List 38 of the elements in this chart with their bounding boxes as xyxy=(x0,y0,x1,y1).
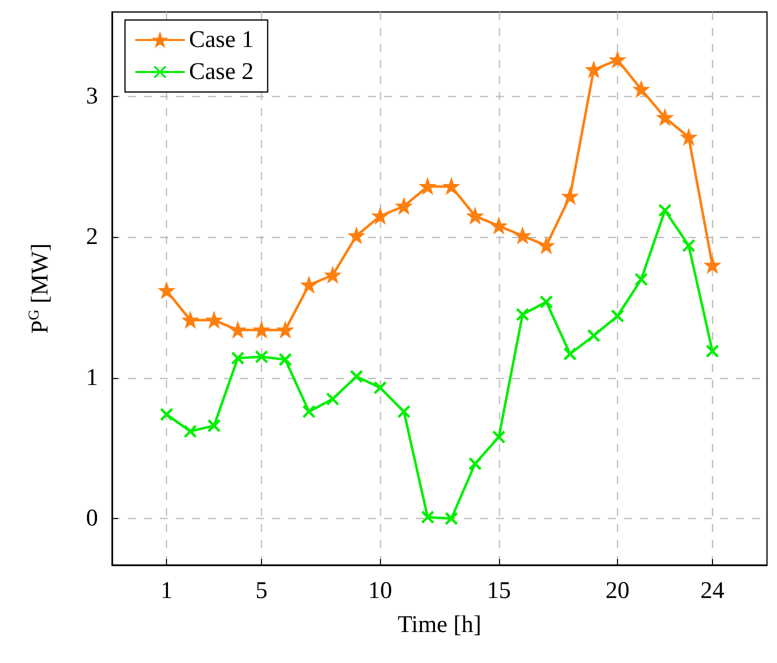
point xyxy=(350,370,364,384)
x-tick-label: 5 xyxy=(256,578,268,604)
y-tick-label: 3 xyxy=(86,83,98,110)
y-axis-title: PG [MW] xyxy=(26,243,54,334)
x-tick-label: 15 xyxy=(486,578,511,604)
point xyxy=(254,350,268,364)
x-tick-label: 10 xyxy=(368,578,392,604)
point xyxy=(468,456,482,470)
point xyxy=(706,344,720,358)
y-tick-label: 2 xyxy=(86,224,98,250)
y-tick-label: 1 xyxy=(86,364,98,391)
legend-label: Case 2 xyxy=(189,59,254,85)
point xyxy=(658,204,672,218)
x-tick-label: 24 xyxy=(700,578,724,604)
legend-label: Case 1 xyxy=(189,27,254,53)
x-tick-label: 1 xyxy=(160,578,173,604)
point xyxy=(397,404,411,418)
point xyxy=(207,418,221,432)
point xyxy=(184,424,198,438)
point xyxy=(326,392,340,406)
point xyxy=(610,309,624,323)
point xyxy=(563,347,577,361)
point xyxy=(420,510,434,524)
point xyxy=(373,380,387,394)
point xyxy=(516,308,530,322)
point xyxy=(160,408,174,422)
point xyxy=(231,351,245,365)
point xyxy=(278,352,292,366)
point xyxy=(492,430,506,444)
point xyxy=(444,512,458,526)
point xyxy=(587,328,601,342)
point xyxy=(540,295,554,309)
y-tick-label: 0 xyxy=(86,506,98,532)
x-tick-label: 20 xyxy=(605,578,630,604)
point xyxy=(302,404,316,418)
x-axis-title: Time [h] xyxy=(398,612,482,638)
point xyxy=(634,272,648,286)
point xyxy=(682,238,696,252)
